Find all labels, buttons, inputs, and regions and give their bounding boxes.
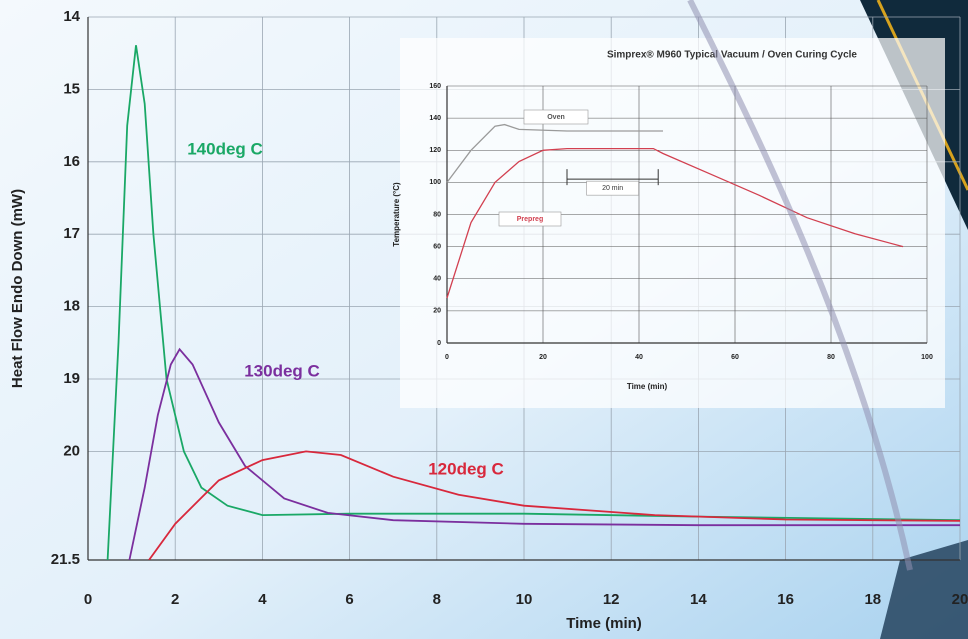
y-tick-label: 80 — [433, 211, 441, 218]
y-tick-label: 40 — [433, 276, 441, 283]
y-tick-label: 18 — [63, 298, 80, 315]
series-line — [446, 147, 904, 299]
y-tick-label: 20 — [433, 308, 441, 315]
y-axis-label: Temperature (°C) — [392, 182, 401, 247]
x-tick-label: 14 — [690, 591, 707, 608]
series-label: 130deg C — [244, 361, 320, 380]
x-tick-label: 8 — [433, 591, 441, 608]
y-tick-label: 20 — [63, 442, 80, 459]
x-tick-label: 80 — [827, 354, 835, 361]
annotation-box — [586, 180, 639, 196]
chart-title: Simprex® M960 Typical Vacuum / Oven Curi… — [607, 50, 857, 61]
inset-panel — [400, 38, 945, 408]
x-tick-label: 40 — [635, 354, 643, 361]
x-tick-label: 0 — [445, 354, 449, 361]
series-group — [446, 123, 904, 299]
y-tick-label: 0 — [437, 340, 441, 347]
y-tick-label: 120 — [429, 147, 441, 154]
series-line — [106, 45, 960, 560]
x-tick-label: 0 — [84, 591, 92, 608]
x-tick-label: 20 — [539, 354, 547, 361]
y-tick-label: 17 — [63, 225, 80, 242]
y-tick-label: 160 — [429, 83, 441, 90]
x-tick-label: 12 — [603, 591, 620, 608]
inset-chart: Simprex® M960 Typical Vacuum / Oven Curi… — [392, 38, 945, 408]
series-label: 140deg C — [187, 139, 263, 158]
annotation: 20 min — [602, 185, 623, 192]
legend-box — [498, 211, 562, 227]
y-axis-label: Heat Flow Endo Down (mW) — [9, 189, 26, 388]
x-axis-label: Time (min) — [627, 382, 668, 391]
x-axis-label: Time (min) — [566, 615, 642, 632]
x-tick-label: 10 — [516, 591, 533, 608]
decorative-arc — [687, 0, 913, 571]
x-tick-label: 20 — [952, 591, 968, 608]
x-tick-label: 100 — [921, 354, 933, 361]
y-tick-label: 100 — [429, 179, 441, 186]
series-line — [446, 123, 663, 183]
y-tick-label: 140 — [429, 115, 441, 122]
series-line — [148, 450, 960, 560]
x-tick-label: 2 — [171, 591, 179, 608]
legend-box — [523, 109, 589, 125]
series-label: Oven — [547, 114, 565, 121]
corner-decoration — [880, 540, 968, 639]
x-tick-label: 18 — [864, 591, 881, 608]
y-tick-label: 14 — [63, 8, 80, 25]
series-line — [128, 347, 960, 560]
y-tick-label: 16 — [63, 153, 80, 170]
y-tick-label: 15 — [63, 80, 80, 97]
y-tick-label: 60 — [433, 243, 441, 250]
series-group — [106, 45, 960, 560]
series-label: 120deg C — [428, 459, 504, 478]
x-tick-label: 4 — [258, 591, 267, 608]
y-tick-label: 19 — [63, 370, 80, 387]
x-tick-label: 16 — [777, 591, 794, 608]
x-tick-label: 6 — [345, 591, 353, 608]
y-tick-label: 21.5 — [51, 551, 80, 568]
series-label: Prepreg — [517, 216, 543, 223]
x-tick-label: 60 — [731, 354, 739, 361]
